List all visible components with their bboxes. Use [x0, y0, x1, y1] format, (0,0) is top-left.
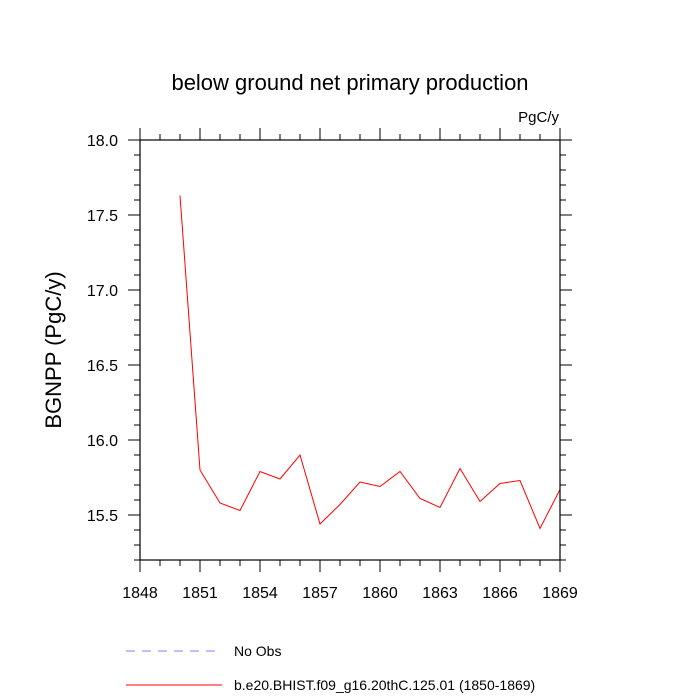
plot-frame: [139, 139, 561, 561]
x-tick-label: 1857: [302, 585, 338, 602]
y-tick-label: 16.5: [87, 358, 118, 375]
chart-title: below ground net primary production: [171, 70, 528, 95]
x-tick-label: 1851: [182, 585, 218, 602]
x-tick-label: 1863: [422, 585, 458, 602]
x-tick-label: 1854: [242, 585, 278, 602]
x-tick-label: 1860: [362, 585, 398, 602]
series-line: [179, 195, 561, 530]
legend-label-model: b.e20.BHIST.f09_g16.20thC.125.01 (1850-1…: [234, 677, 535, 693]
tick-labels: 1848 1851 1854 1857 1860 1863 1866 1869 15.5 16.0…: [87, 133, 578, 602]
x-tick-label: 1848: [122, 585, 158, 602]
y-tick-label: 17.0: [87, 283, 118, 300]
units-label: PgC/y: [518, 109, 559, 126]
y-tick-label: 15.5: [87, 508, 118, 525]
y-axis-label: BGNPP (PgC/y): [41, 271, 66, 428]
x-tick-label: 1869: [542, 585, 578, 602]
axis-ticks: [128, 128, 572, 572]
x-tick-label: 1866: [482, 585, 518, 602]
y-tick-label: 17.5: [87, 208, 118, 225]
data-series: [179, 195, 561, 530]
legend-label-no-obs: No Obs: [234, 643, 281, 659]
y-tick-label: 16.0: [87, 433, 118, 450]
legend: No Obs b.e20.BHIST.f09_g16.20thC.125.01 …: [126, 643, 535, 693]
y-tick-label: 18.0: [87, 133, 118, 150]
